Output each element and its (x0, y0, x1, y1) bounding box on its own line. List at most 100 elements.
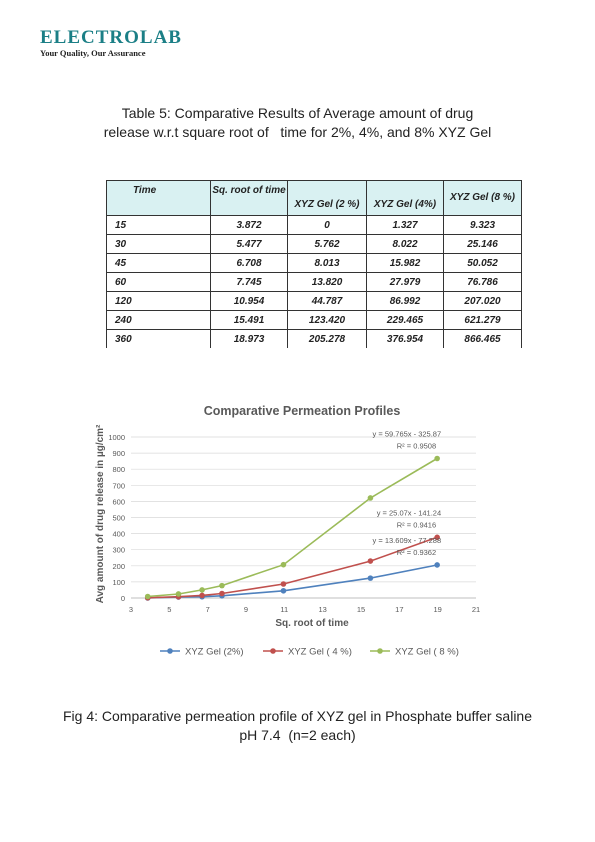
y-tick-label: 300 (112, 546, 125, 555)
table-cell: 1.327 (366, 215, 444, 235)
table-cell: 13.820 (287, 272, 367, 292)
x-tick-label: 5 (167, 605, 171, 614)
trendline-r2: R² = 0.9508 (397, 441, 436, 450)
table-cell: 8.022 (366, 234, 444, 254)
y-tick-label: 200 (112, 562, 125, 571)
table-cell: 6.708 (210, 253, 288, 273)
table-cell: 9.323 (443, 215, 522, 235)
table-cell: 120 (106, 291, 211, 311)
chart-title: Comparative Permeation Profiles (204, 404, 401, 418)
table-cell: 360 (106, 329, 211, 348)
table-cell: 229.465 (366, 310, 444, 330)
x-axis-label: Sq. root of time (275, 618, 349, 629)
table-cell: 376.954 (366, 329, 444, 348)
trendline-equation: y = 25.07x - 141.24 (377, 508, 441, 517)
table-cell: 5.762 (287, 234, 367, 254)
legend-swatch-marker (270, 648, 276, 654)
y-tick-label: 100 (112, 578, 125, 587)
table-cell: 44.787 (287, 291, 367, 311)
legend-item: XYZ Gel ( 8 %) (370, 647, 459, 658)
table-cell: 10.954 (210, 291, 288, 311)
table-cell: 45 (106, 253, 211, 273)
legend-swatch-marker (167, 648, 173, 654)
table-cell: 866.465 (443, 329, 522, 348)
header-gel-8: XYZ Gel (8 %) (443, 180, 522, 216)
data-point (434, 534, 440, 541)
data-point (280, 561, 287, 568)
x-tick-label: 3 (129, 605, 133, 614)
legend-item: XYZ Gel (2%) (160, 647, 244, 658)
company-logo: ELECTROLAB Your Quality, Our Assurance (40, 28, 182, 58)
legend-label: XYZ Gel (2%) (185, 647, 244, 658)
table-cell: 0 (287, 215, 367, 235)
table-cell: 5.477 (210, 234, 288, 254)
table-cell: 30 (106, 234, 211, 254)
table-header-row: Time Sq. root of time XYZ Gel (2 %) XYZ … (106, 180, 522, 216)
table-cell: 86.992 (366, 291, 444, 311)
table-cell: 8.013 (287, 253, 367, 273)
x-tick-label: 13 (318, 605, 326, 614)
figure-caption-line1: Fig 4: Comparative permeation profile of… (63, 708, 532, 724)
legend-item: XYZ Gel ( 4 %) (263, 647, 352, 658)
data-point (199, 592, 205, 599)
logo-text: ELECTROLAB (40, 27, 182, 48)
results-table: Time Sq. root of time XYZ Gel (2 %) XYZ … (106, 180, 522, 348)
x-tick-label: 19 (433, 605, 441, 614)
table-cell: 240 (106, 310, 211, 330)
trendline-equation: y = 13.609x - 77.288 (373, 536, 442, 545)
table-row: 360 18.973 205.278 376.954 866.465 (106, 329, 522, 348)
data-point (434, 455, 440, 462)
table-cell: 76.786 (443, 272, 522, 292)
x-tick-label: 17 (395, 605, 403, 614)
table-row: 240 15.491 123.420 229.465 621.279 (106, 310, 522, 330)
table-cell: 3.872 (210, 215, 288, 235)
header-gel-2: XYZ Gel (2 %) (287, 180, 367, 216)
table-cell: 15.982 (366, 253, 444, 273)
x-tick-label: 15 (357, 605, 365, 614)
y-tick-label: 600 (112, 497, 125, 506)
series-line-3 (147, 457, 438, 598)
table-caption: Table 5: Comparative Results of Average … (60, 104, 535, 142)
data-point (434, 562, 440, 568)
y-tick-label: 800 (112, 465, 125, 474)
table-cell: 15 (106, 215, 211, 235)
permeation-chart: Comparative Permeation Profiles 0 100 200 3… (95, 404, 480, 658)
table-row: 30 5.477 5.762 8.022 25.146 (106, 234, 522, 254)
logo-tagline: Your Quality, Our Assurance (40, 48, 146, 58)
table-cell: 15.491 (210, 310, 288, 330)
table-caption-line2: release w.r.t square root of time for 2%… (103, 124, 492, 140)
x-tick-label: 11 (280, 605, 288, 614)
x-tick-label: 9 (244, 605, 248, 614)
x-tick-label: 7 (206, 605, 210, 614)
table-cell: 18.973 (210, 329, 288, 348)
trendline-r2: R² = 0.9416 (397, 520, 436, 529)
table-row: 120 10.954 44.787 86.992 207.020 (106, 291, 522, 311)
legend-label: XYZ Gel ( 4 %) (288, 647, 352, 658)
header-gel-4: XYZ Gel (4%) (366, 180, 444, 216)
figure-caption-line2: pH 7.4 (n=2 each) (239, 727, 356, 743)
table-row: 60 7.745 13.820 27.979 76.786 (106, 272, 522, 292)
data-point (175, 591, 182, 597)
data-point (367, 558, 374, 564)
table-row: 45 6.708 8.013 15.982 50.052 (106, 253, 522, 273)
header-time: Time (106, 180, 211, 216)
table-cell: 27.979 (366, 272, 444, 292)
y-tick-label: 900 (112, 449, 125, 458)
y-axis-label: Avg amount of drug release in µg/cm² (95, 424, 106, 603)
table-cell: 123.420 (287, 310, 367, 330)
table-cell: 25.146 (443, 234, 522, 254)
table-cell: 207.020 (443, 291, 522, 311)
legend-label: XYZ Gel ( 8 %) (395, 647, 459, 658)
table-caption-line1: Table 5: Comparative Results of Average … (121, 105, 474, 121)
figure-caption: Fig 4: Comparative permeation profile of… (50, 707, 545, 745)
data-point (219, 582, 225, 589)
y-tick-label: 700 (112, 481, 125, 490)
table-cell: 7.745 (210, 272, 288, 292)
table-cell: 60 (106, 272, 211, 292)
table-cell: 205.278 (287, 329, 367, 348)
y-tick-label: 1000 (108, 433, 125, 442)
y-tick-label: 0 (121, 594, 125, 603)
trendline-equation: y = 59.765x - 325.87 (373, 429, 442, 438)
data-point (144, 593, 151, 600)
y-tick-label: 500 (112, 514, 125, 523)
